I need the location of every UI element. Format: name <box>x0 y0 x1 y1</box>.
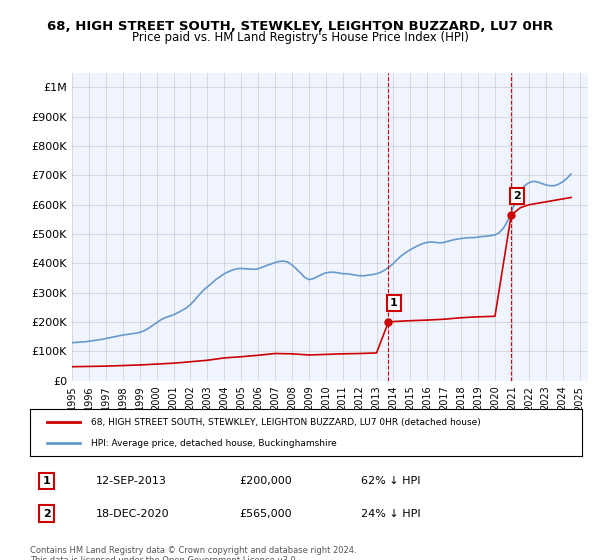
Text: 62% ↓ HPI: 62% ↓ HPI <box>361 476 421 486</box>
Text: 18-DEC-2020: 18-DEC-2020 <box>96 509 170 519</box>
Text: 12-SEP-2013: 12-SEP-2013 <box>96 476 167 486</box>
Text: 24% ↓ HPI: 24% ↓ HPI <box>361 509 421 519</box>
Text: Price paid vs. HM Land Registry's House Price Index (HPI): Price paid vs. HM Land Registry's House … <box>131 31 469 44</box>
Text: 1: 1 <box>43 476 50 486</box>
Text: £565,000: £565,000 <box>240 509 292 519</box>
Text: Contains HM Land Registry data © Crown copyright and database right 2024.
This d: Contains HM Land Registry data © Crown c… <box>30 546 356 560</box>
Text: 2: 2 <box>43 509 50 519</box>
Text: 68, HIGH STREET SOUTH, STEWKLEY, LEIGHTON BUZZARD, LU7 0HR (detached house): 68, HIGH STREET SOUTH, STEWKLEY, LEIGHTO… <box>91 418 481 427</box>
Text: £200,000: £200,000 <box>240 476 293 486</box>
Text: 1: 1 <box>390 298 398 308</box>
Text: 2: 2 <box>513 191 521 201</box>
Text: HPI: Average price, detached house, Buckinghamshire: HPI: Average price, detached house, Buck… <box>91 438 337 447</box>
Text: 68, HIGH STREET SOUTH, STEWKLEY, LEIGHTON BUZZARD, LU7 0HR: 68, HIGH STREET SOUTH, STEWKLEY, LEIGHTO… <box>47 20 553 32</box>
